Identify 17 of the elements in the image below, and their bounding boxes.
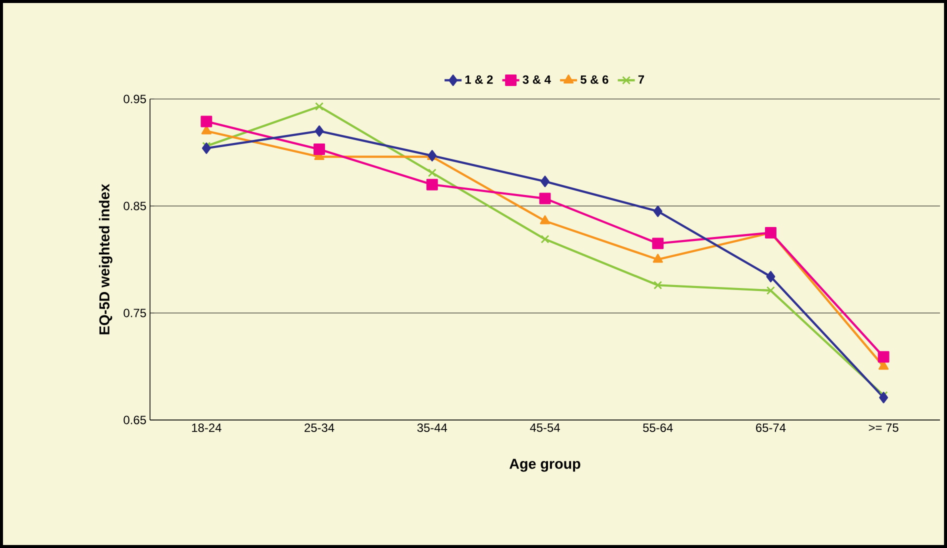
- x-tick-label: 65-74: [756, 424, 786, 432]
- x-tick-label: >= 75: [868, 424, 898, 432]
- legend-label: 1 & 2: [465, 75, 493, 84]
- y-axis-title: EQ-5D weighted index: [98, 184, 112, 334]
- x-tick-label: 35-44: [417, 424, 448, 432]
- x-tick-label: 25-34: [304, 424, 334, 432]
- y-tick-label: 0.85: [124, 202, 146, 210]
- x-tick-label: 18-24: [192, 424, 222, 432]
- y-tick-label: 0.65: [124, 416, 146, 424]
- x-tick-label: 55-64: [643, 424, 673, 432]
- y-tick-label: 0.75: [124, 308, 146, 318]
- legend-label: 5 & 6: [580, 75, 608, 84]
- legend-label: 7: [638, 75, 644, 84]
- x-axis-title: Age group: [510, 458, 580, 472]
- legend-label: 3 & 4: [522, 75, 551, 84]
- y-tick-label: 0.95: [124, 94, 146, 104]
- x-tick-label: 45-54: [530, 424, 560, 432]
